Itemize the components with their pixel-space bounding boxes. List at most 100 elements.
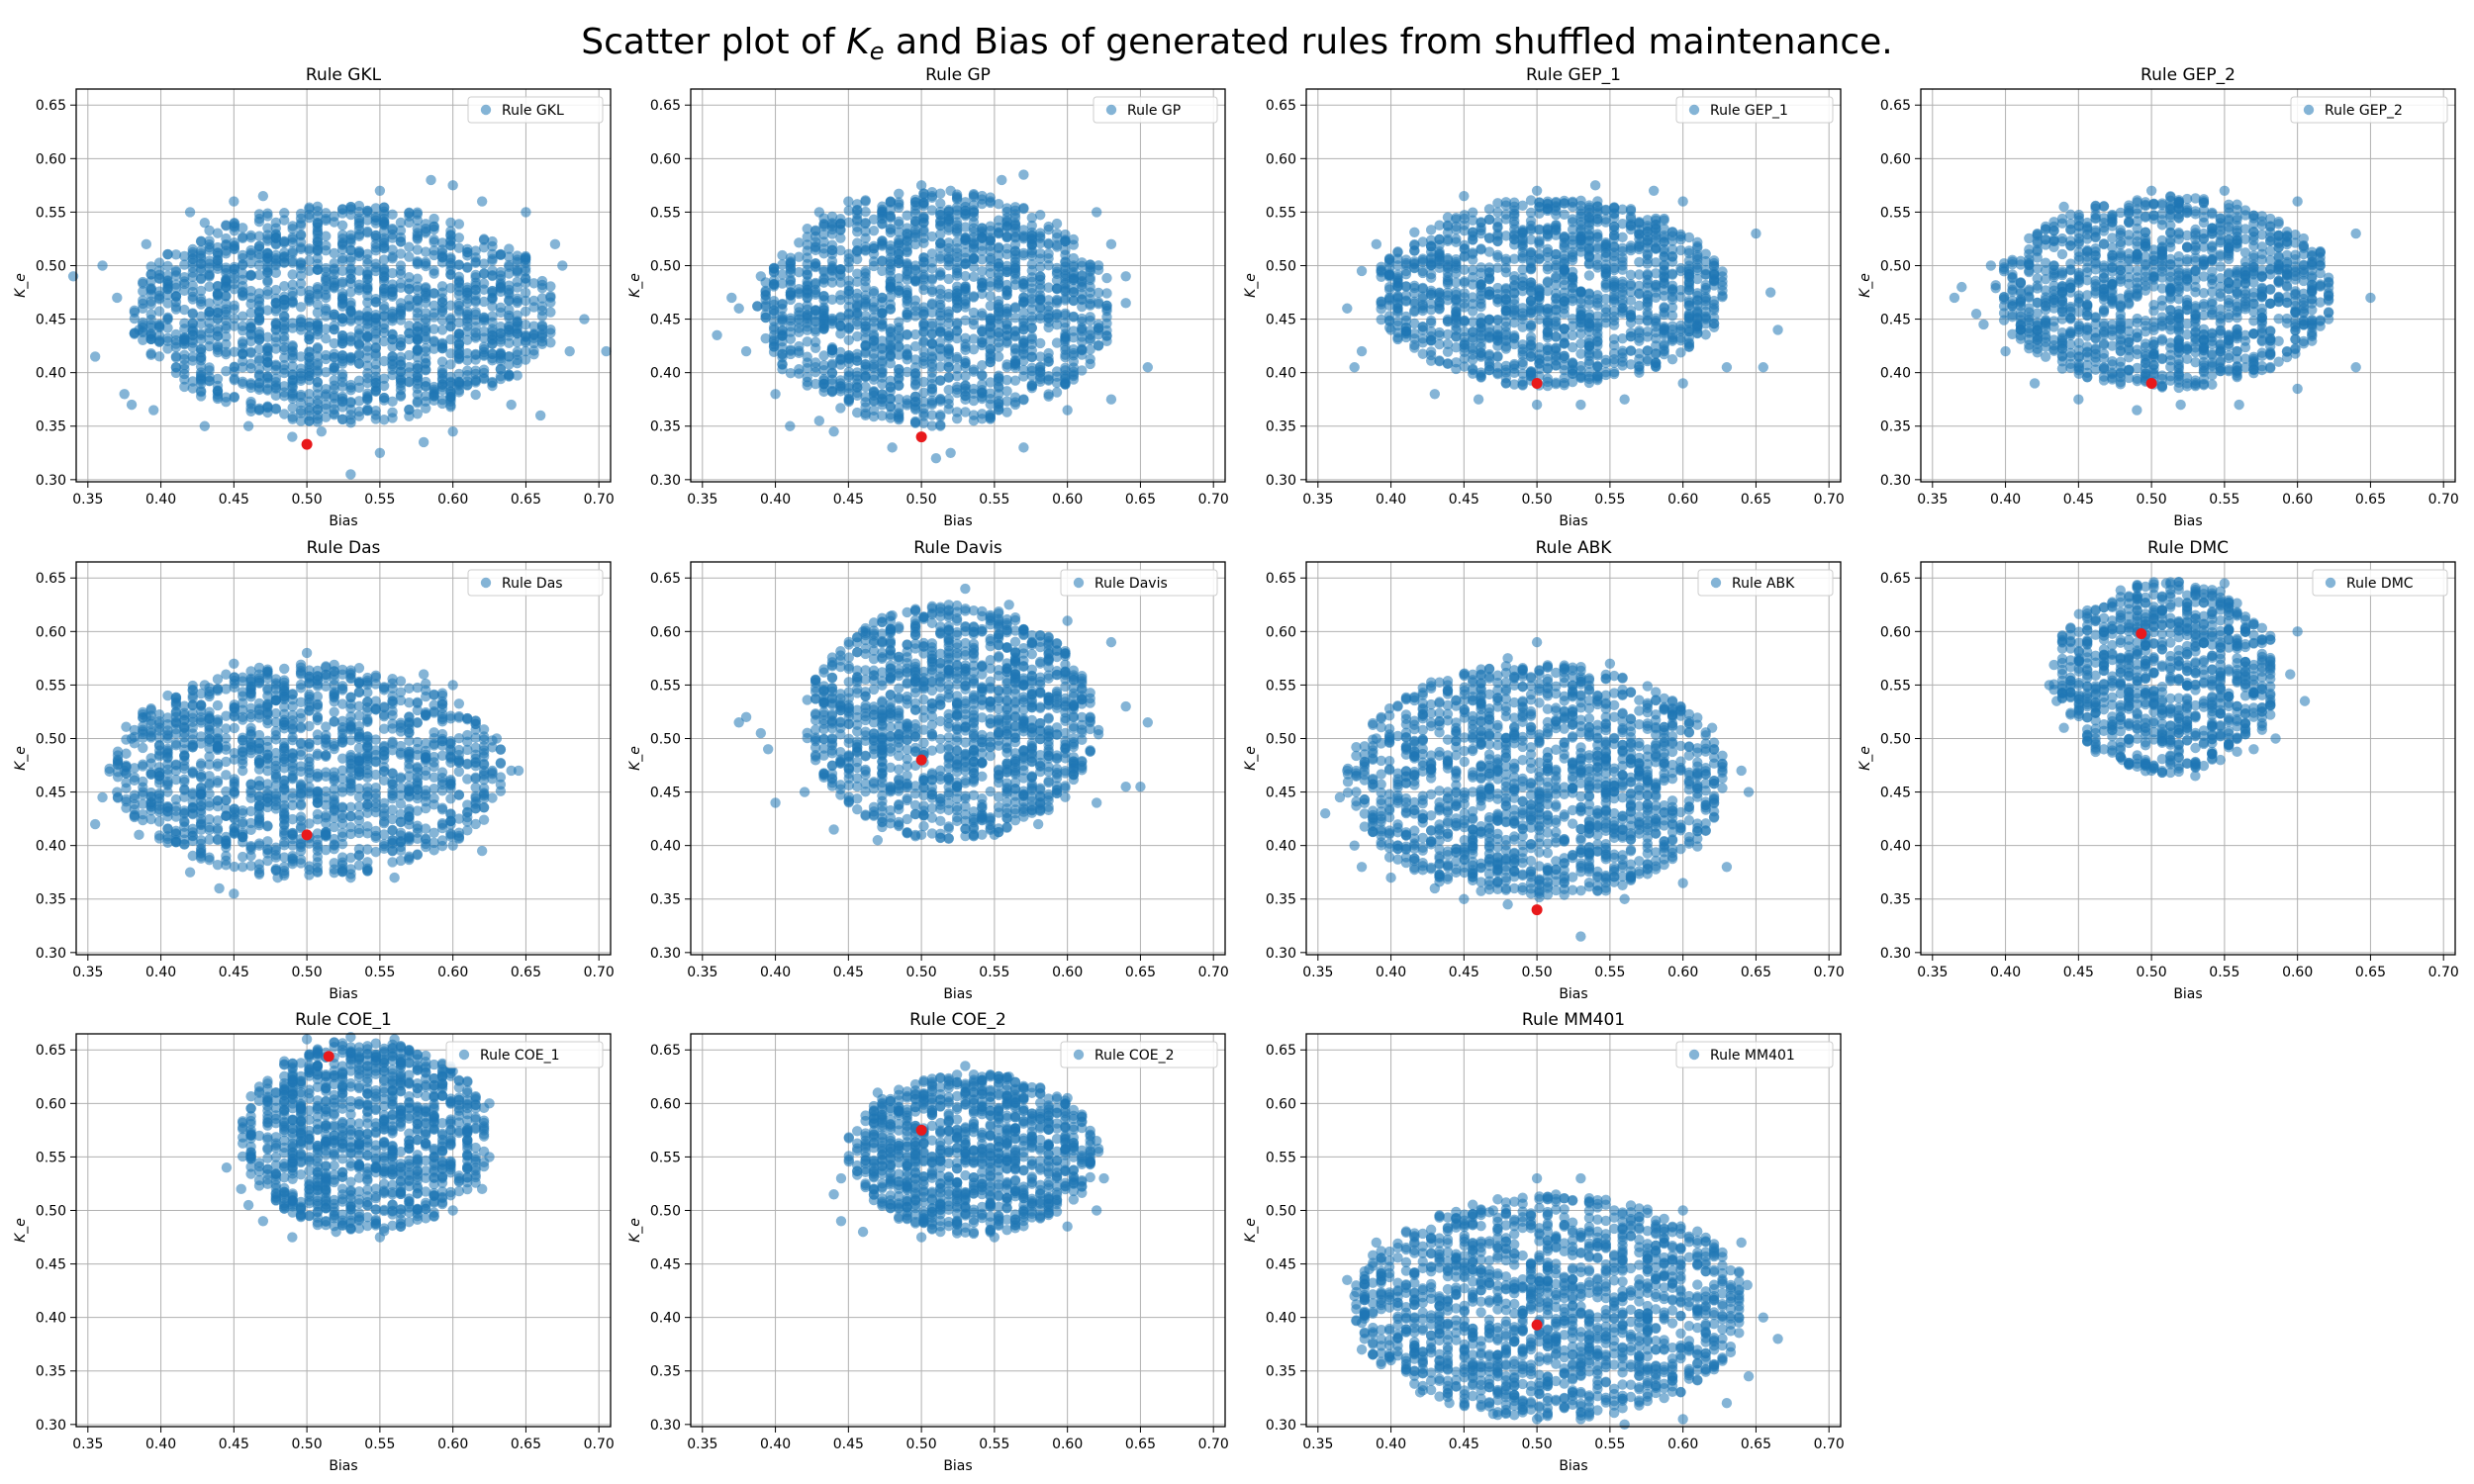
data-point <box>1542 373 1554 384</box>
data-point <box>1717 290 1728 302</box>
data-point <box>1001 203 1012 214</box>
data-point <box>445 389 456 400</box>
data-point <box>387 279 398 290</box>
data-point <box>321 292 332 304</box>
data-point <box>1085 325 1095 336</box>
data-point <box>1409 280 1420 292</box>
data-point <box>520 250 531 262</box>
data-point <box>1542 251 1554 263</box>
data-point <box>362 290 373 302</box>
data-point <box>802 357 812 368</box>
data-point <box>487 338 498 349</box>
x-tick-label: 0.55 <box>979 492 1009 508</box>
data-point <box>520 306 531 317</box>
data-point <box>404 321 415 331</box>
data-point <box>1093 264 1104 275</box>
data-point <box>1409 342 1420 353</box>
data-point <box>374 185 386 196</box>
data-point <box>943 256 954 267</box>
data-point <box>504 326 515 337</box>
data-point <box>153 257 165 268</box>
data-point <box>387 291 398 303</box>
data-point <box>1708 260 1720 271</box>
data-point <box>1708 267 1720 278</box>
data-point <box>826 358 838 369</box>
data-point <box>868 387 880 399</box>
data-point <box>145 309 156 320</box>
data-point <box>295 218 307 230</box>
data-point <box>1068 252 1080 264</box>
data-point <box>768 299 780 311</box>
plot-frame <box>75 88 612 483</box>
data-point <box>1026 287 1038 299</box>
data-point <box>1068 295 1080 306</box>
data-point <box>229 243 239 255</box>
data-point <box>1417 348 1428 359</box>
data-point <box>378 326 390 338</box>
data-point <box>935 238 946 249</box>
data-point <box>918 302 929 313</box>
data-point <box>877 410 888 421</box>
data-point <box>1642 248 1654 259</box>
data-point <box>968 271 980 283</box>
data-point <box>918 346 929 357</box>
data-point <box>1634 367 1645 378</box>
data-point <box>312 222 324 232</box>
data-point <box>412 321 424 332</box>
data-point <box>843 262 854 273</box>
data-point <box>1400 296 1412 307</box>
data-point <box>421 292 431 304</box>
data-point <box>802 232 812 242</box>
data-point <box>1459 315 1470 326</box>
data-point <box>1060 286 1071 297</box>
data-point <box>418 436 429 448</box>
data-point <box>1043 259 1054 271</box>
data-point <box>162 276 173 287</box>
data-point <box>487 253 498 264</box>
data-point <box>329 337 339 349</box>
y-axis-label: K_e <box>627 273 643 298</box>
y-tick-label: 0.50 <box>36 258 66 274</box>
data-point <box>378 234 390 246</box>
data-point <box>835 386 846 397</box>
data-point <box>885 291 897 303</box>
data-point <box>253 326 265 337</box>
data-point <box>487 311 498 323</box>
data-point <box>768 279 780 291</box>
data-point <box>1009 362 1021 373</box>
data-point <box>877 218 888 230</box>
data-point <box>1035 248 1046 259</box>
data-point <box>1692 327 1703 339</box>
data-point <box>968 343 980 355</box>
data-point <box>1093 287 1104 299</box>
data-point <box>179 381 190 393</box>
data-point <box>287 431 298 442</box>
data-point <box>453 352 465 364</box>
data-point <box>1035 337 1046 349</box>
data-point <box>2124 230 2135 240</box>
data-point <box>851 209 863 220</box>
data-point <box>212 260 224 272</box>
x-tick-label: 0.50 <box>292 492 323 508</box>
data-point <box>353 348 365 360</box>
data-point <box>1473 394 1484 405</box>
data-point <box>1634 353 1645 365</box>
data-point <box>1409 296 1420 308</box>
data-point <box>943 347 954 359</box>
data-point <box>985 399 996 410</box>
data-point <box>428 312 439 323</box>
data-point <box>2148 359 2159 371</box>
data-point <box>1764 287 1776 298</box>
data-point <box>1060 264 1071 276</box>
data-point <box>487 377 498 389</box>
data-point <box>926 190 938 202</box>
data-point <box>195 235 207 246</box>
data-point <box>1051 387 1063 398</box>
data-point <box>951 236 963 247</box>
x-tick-label: 0.45 <box>1449 492 1479 508</box>
data-point <box>1459 251 1470 262</box>
data-point <box>321 284 332 295</box>
data-point <box>930 453 942 464</box>
data-point <box>512 370 523 381</box>
data-point <box>212 389 224 400</box>
